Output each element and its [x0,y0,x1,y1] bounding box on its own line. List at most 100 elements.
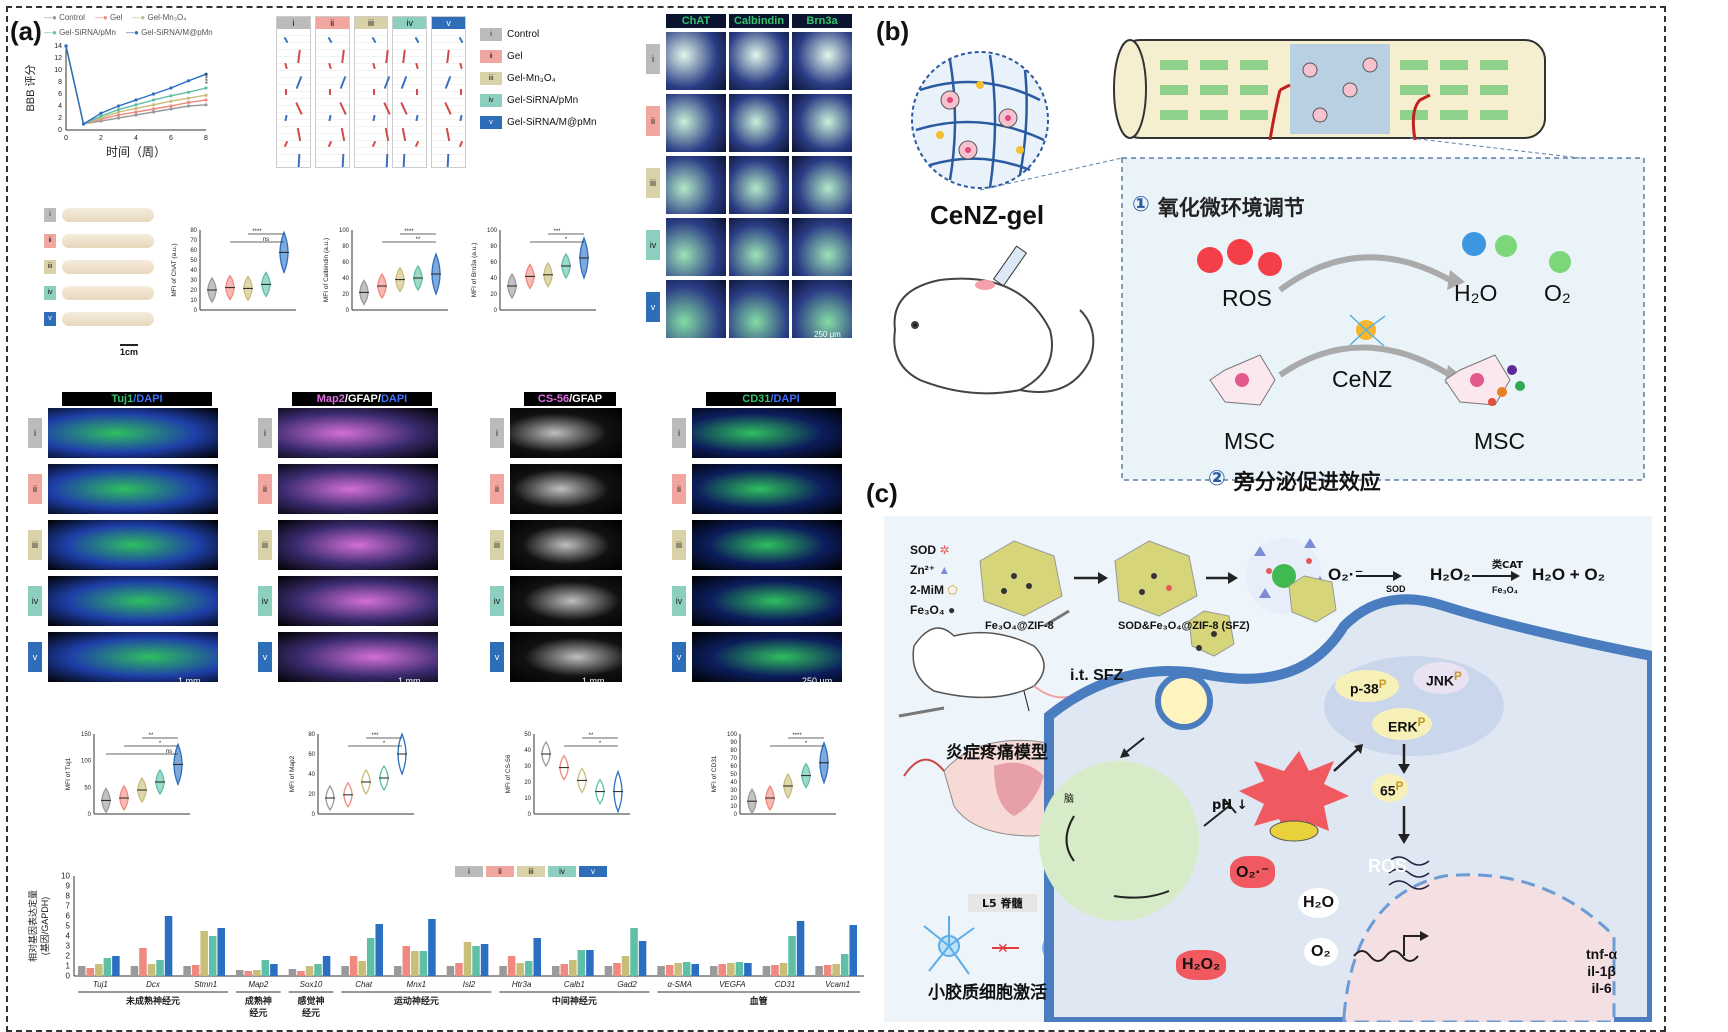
stain-mid-header: Map2/GFAP/DAPI [292,392,432,406]
violin-sig: * [383,741,386,747]
svg-text:✕: ✕ [997,940,1009,956]
gene-xtick: Dcx [146,980,161,989]
cord-photo [62,208,154,222]
gene-bar [472,946,480,976]
stain-mid-marker-a: Tuj1 [111,393,134,405]
tract-fiber [327,36,333,44]
gene-bar [446,966,455,976]
gene-bar [577,950,586,976]
tract-image [354,29,391,168]
violin-ytick: 80 [730,748,737,754]
micrograph-strip [692,576,842,626]
violin-ytick: 60 [190,248,197,254]
ros-cell: ROS [1368,856,1408,876]
stain-mid-row-tag: v [672,642,686,672]
gene-bar [815,966,823,976]
micrograph-strip [692,520,842,570]
violin-ytick: 70 [730,756,737,762]
mouse-outline [893,277,1095,395]
gene-bar [849,925,857,976]
step2-number: ② [1208,466,1226,490]
violin-ytick: 20 [730,796,737,802]
stain-mid-marker-b: / [770,393,774,405]
bbb-xtick: 6 [169,135,173,142]
h2o2-cell: H₂O₂ [1176,950,1227,980]
tract-fiber [384,127,389,142]
bbb-xtick: 2 [99,135,103,142]
stain-mid-row-tag: iv [28,586,42,616]
micrograph-strip [48,408,218,458]
violin-shape [325,784,335,812]
cytokine-il6: il-6 [1591,980,1612,996]
tract-fiber [415,62,420,70]
gene-bar [191,965,200,976]
gene-bar [288,969,297,976]
violin-ytick: 30 [190,278,197,284]
gene-bar [657,966,665,976]
stain-mid-row-tag: ii [28,474,42,504]
bbb-sig: **** [205,73,212,84]
gene-bar [455,963,463,976]
stain-mid-row-tag: iii [490,530,504,560]
scale-bar-mid: 1 mm [582,676,605,686]
injection-label: i.t. SFZ [1070,667,1124,684]
micrograph-strip [510,576,622,626]
bbb-point [169,86,173,90]
bbb-point [99,111,103,115]
h2o-label: H₂O [1454,280,1498,306]
micrograph-strip [48,464,218,514]
gene-bar [771,965,779,976]
gene-xtick: Stmn1 [194,980,217,989]
tract-fiber [402,127,407,142]
tract-fiber [444,76,452,89]
violin-ytick: 50 [84,785,91,791]
gene-bar [253,970,261,976]
violin-ylabel: MFI of ChAT (a.u.) [171,243,178,296]
gene-xtick: Calb1 [564,980,585,989]
micrograph-strip [510,632,622,682]
group-legend-item: iii Gel-Mn₃O₄ [480,72,597,85]
step1-number: ① [1132,192,1150,216]
bbb-point [116,113,121,117]
violin-ytick: 50 [730,772,737,778]
tract-column: v [431,16,466,168]
gene-bar [208,936,217,976]
gene-bar [674,963,682,976]
cytokine-list: tnf-α il-1β il-6 [1586,946,1617,997]
tract-fiber [297,49,301,64]
gene-bar [735,962,744,976]
legend-zn: Zn²⁺ ▲ [910,563,951,577]
spinal-cord-cylinder [1113,39,1546,141]
gene-bar [305,966,314,976]
gene-category-label: 成熟神 [245,995,272,1006]
gene-bar [507,956,516,976]
violin-shape [559,754,569,781]
bbb-point [116,108,121,112]
gene-ytick: 7 [66,902,71,911]
violin-ytick: 40 [730,780,737,786]
gene-bar [103,958,112,976]
tract-fiber [446,153,450,168]
tract-fiber [297,153,301,168]
gene-bar [718,964,727,976]
stain-top-row-tag: ii [646,106,660,136]
gene-xtick: Chat [355,980,373,989]
jnk-label: JNKP [1426,670,1462,689]
violin-ytick: 100 [81,759,92,765]
violin-ytick: 10 [190,298,197,304]
tract-column: i [276,16,311,168]
micrograph-strip [692,408,842,458]
stain-mid-row-tag: v [28,642,42,672]
violin-ytick: 10 [524,796,531,802]
group-legend-label: Gel-SiRNA/M@pMn [507,117,597,128]
gene-bar [261,960,270,976]
panel-c-label: (c) [866,478,898,508]
erk-label: ERKP [1388,716,1426,735]
violin-ytick: 100 [727,732,738,738]
bbb-point [169,107,173,111]
cytokine-tnf: tnf-α [1586,946,1618,962]
micrograph-tile [666,32,726,90]
violin-shape [577,767,587,794]
violin-sig: * [805,741,808,747]
